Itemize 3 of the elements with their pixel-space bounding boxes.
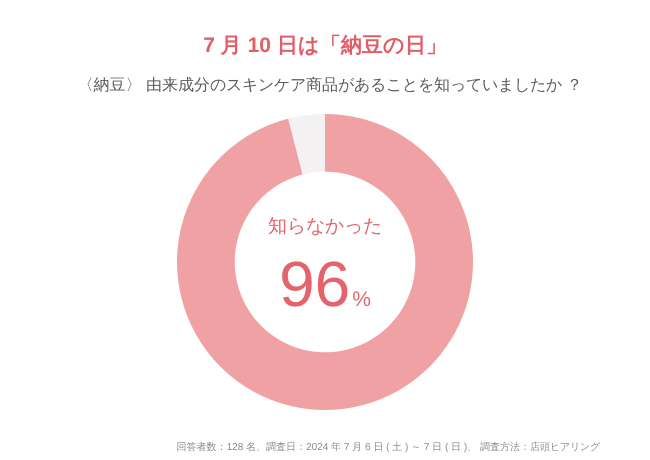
subtitle: 〈納豆〉 由来成分のスキンケア商品があることを知っていましたか ？	[78, 77, 582, 94]
annotation: 回答者数：128 名、調査日：2024 年 7 月 6 日 ( 土 ) ～ 7 日 ( 日 )、 調査方法：店頭ヒアリング	[176, 442, 600, 453]
title: 7 月 10 日は「納豆の日」	[203, 34, 447, 57]
